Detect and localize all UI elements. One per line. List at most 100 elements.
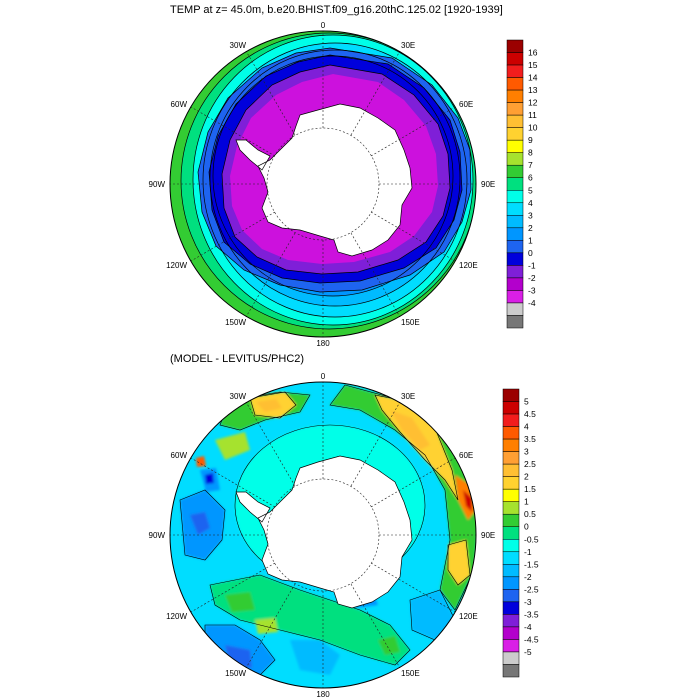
bottom-colorbar-box [502,501,520,515]
bottom-colorbar-box [502,664,520,678]
lon-label-90w-bottom: 90W [149,531,166,540]
top-colorbar-box [506,164,524,178]
lon-label-60e-bottom: 60E [459,451,473,460]
top-colorbar-label: 9 [528,135,533,145]
bottom-colorbar-label: -4 [524,622,532,632]
bottom-colorbar-box [502,551,520,565]
bottom-colorbar-label: 2 [524,472,529,482]
top-colorbar-label: -2 [528,273,536,283]
bottom-colorbar-label: 5 [524,397,529,407]
top-colorbar-label: 3 [528,210,533,220]
bottom-colorbar-box [502,413,520,427]
lon-label-30e: 30E [401,41,415,50]
bottom-colorbar-label: -4.5 [524,634,539,644]
contour-lines [180,32,476,330]
anomaly-region-orange-northwest [256,399,282,412]
top-colorbar-label: 15 [528,60,538,70]
lon-label-30w-bottom: 30W [230,392,247,401]
bottom-colorbar-label: -3.5 [524,609,539,619]
top-colorbar-box [506,277,524,291]
top-panel-title: TEMP at z= 45.0m, b.e20.BHIST.f09_g16.20… [170,4,503,16]
bottom-colorbar: 5 4.5 4 3.5 3 2.5 2 1.5 1 0.5 0 -0.5 -1 -1.5 -2 -2.5 -3 -… [502,388,539,678]
anomaly-region-green-south-small [225,592,255,612]
anomaly-region-yellow-east [375,395,458,500]
top-colorbar-label: 11 [528,110,537,120]
lon-label-120e-bottom: 120E [459,612,478,621]
anomaly-region-green-south [210,575,410,665]
bottom-colorbar-label: -5 [524,647,532,657]
graticule-lines-bottom [170,382,476,688]
bottom-colorbar-label: -2 [524,572,532,582]
top-colorbar-box [506,89,524,103]
lon-label-0: 0 [321,21,326,30]
map-boundary-circle [169,30,477,338]
top-colorbar-label: 0 [528,248,533,258]
anomaly-spot-darkblue [205,473,214,484]
top-colorbar-box [506,240,524,254]
bottom-colorbar-box [502,639,520,653]
bottom-colorbar-box [502,614,520,628]
map-boundary-circle-bottom [169,381,477,689]
bottom-colorbar-label: 3.5 [524,434,536,444]
bottom-colorbar-label: -2.5 [524,584,539,594]
lon-label-30w: 30W [230,41,247,50]
top-colorbar-box [506,127,524,141]
top-colorbar-box [506,177,524,191]
bottom-colorbar-box [502,488,520,502]
bottom-colorbar-label: 4 [524,422,529,432]
bottom-colorbar-box [502,451,520,465]
anomaly-region-lime-south [255,618,278,634]
bottom-colorbar-box [502,401,520,415]
anomaly-region-darkblue-west [190,512,210,535]
top-colorbar-box [506,202,524,216]
lon-label-180-bottom: 180 [316,690,330,699]
anomaly-region-green-east [330,385,476,610]
top-colorbar-box [506,114,524,128]
bottom-colorbar-label: 0.5 [524,509,536,519]
bottom-colorbar-box [502,539,520,553]
lon-label-120w: 120W [166,261,187,270]
graticule-lines [170,31,476,337]
lon-label-150e: 150E [401,318,420,327]
lon-label-90e: 90E [481,180,495,189]
anomaly-region-green-small [215,432,250,460]
lon-label-120w-bottom: 120W [166,612,187,621]
top-colorbar-box [506,77,524,91]
top-longitude-labels: 0 30E 60E 90E 120E 150E 180 150W 120W 90… [149,21,496,348]
bottom-colorbar-box [502,626,520,640]
top-colorbar-label: 8 [528,148,533,158]
lon-label-150w-bottom: 150W [225,669,246,678]
bottom-colorbar-label: -1 [524,547,532,557]
anomaly-region-red-east [463,490,472,512]
top-colorbar-box [506,215,524,229]
antarctica-landmass [235,103,413,257]
anomaly-region-blue-southeast [410,590,455,640]
top-colorbar-box [506,190,524,204]
bottom-colorbar-label: -1.5 [524,559,539,569]
top-colorbar-box [506,315,524,329]
top-colorbar-label: 7 [528,160,533,170]
top-colorbar-label: 5 [528,185,533,195]
bottom-colorbar-box [502,576,520,590]
bottom-colorbar-box [502,651,520,665]
top-colorbar-box [506,290,524,304]
anomaly-region-green-south-east [378,636,400,655]
bottom-colorbar-label: 1 [524,497,529,507]
top-colorbar-label: -3 [528,285,536,295]
top-colorbar-label: 12 [528,98,538,108]
lon-label-90w: 90W [149,180,166,189]
top-colorbar-label: 1 [528,235,533,245]
bottom-colorbar-label: -0.5 [524,534,539,544]
top-colorbar-box [506,102,524,116]
top-colorbar-box [506,265,524,279]
top-colorbar-label: 4 [528,198,533,208]
lon-label-120e: 120E [459,261,478,270]
lon-label-60e: 60E [459,100,473,109]
top-colorbar-box [506,64,524,78]
bottom-colorbar-label: -3 [524,597,532,607]
top-colorbar-label: -1 [528,260,536,270]
top-colorbar-box [506,302,524,316]
top-colorbar-label: 16 [528,48,538,58]
